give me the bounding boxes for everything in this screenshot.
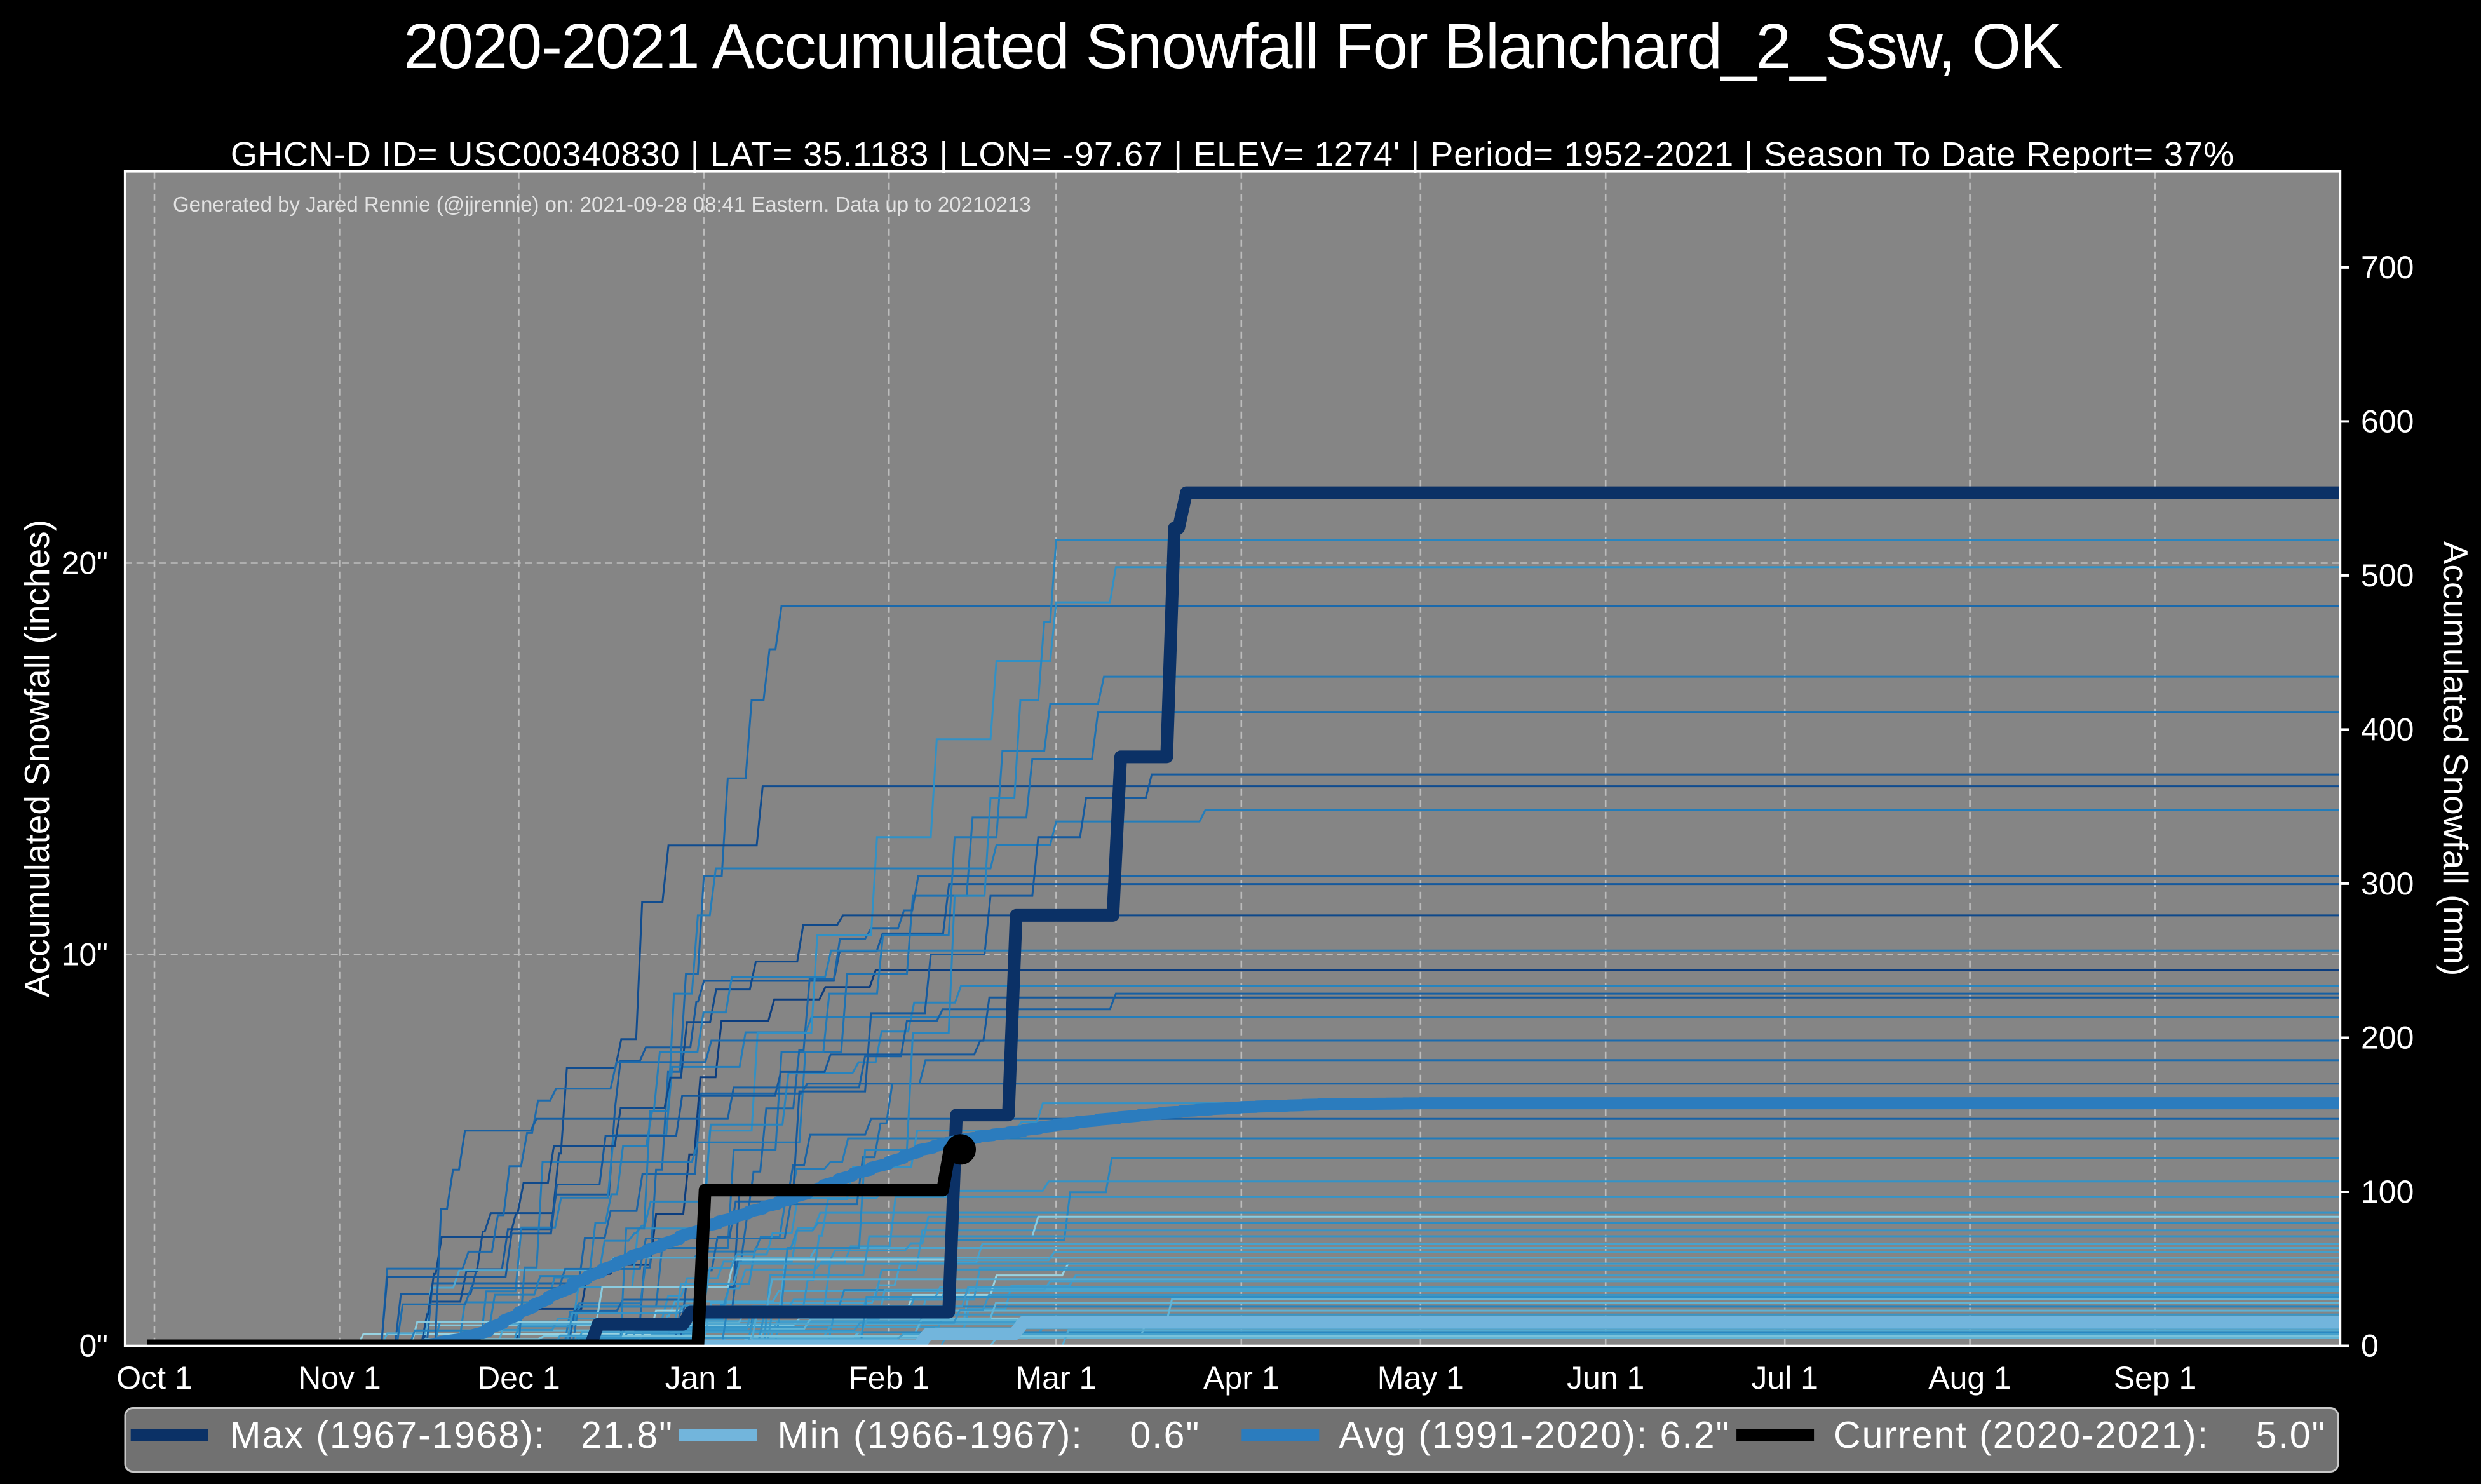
svg-text:Dec 1: Dec 1	[477, 1360, 560, 1396]
svg-text:Feb 1: Feb 1	[848, 1360, 930, 1396]
svg-text:300: 300	[2361, 866, 2414, 901]
svg-text:400: 400	[2361, 712, 2414, 747]
svg-text:Sep 1: Sep 1	[2114, 1360, 2197, 1396]
svg-text:Nov 1: Nov 1	[298, 1360, 381, 1396]
svg-text:0": 0"	[79, 1328, 108, 1364]
svg-text:Mar 1: Mar 1	[1015, 1360, 1097, 1396]
svg-text:0: 0	[2361, 1328, 2379, 1364]
svg-text:Jan 1: Jan 1	[665, 1360, 743, 1396]
svg-text:Current (2020-2021): 5.0": Current (2020-2021): 5.0"	[1834, 1414, 2327, 1456]
svg-text:2020-2021 Accumulated Snowfall: 2020-2021 Accumulated Snowfall For Blanc…	[403, 11, 2062, 82]
svg-text:Accumulated Snowfall (inches): Accumulated Snowfall (inches)	[17, 520, 57, 997]
svg-text:200: 200	[2361, 1020, 2414, 1056]
svg-text:Apr 1: Apr 1	[1203, 1360, 1280, 1396]
svg-text:Aug 1: Aug 1	[1928, 1360, 2011, 1396]
svg-text:10": 10"	[62, 937, 108, 973]
svg-text:Oct 1: Oct 1	[116, 1360, 192, 1396]
svg-text:700: 700	[2361, 250, 2414, 285]
svg-text:Min (1966-1967): 0.6": Min (1966-1967): 0.6"	[778, 1414, 1201, 1456]
svg-text:500: 500	[2361, 558, 2414, 593]
svg-text:20": 20"	[62, 546, 108, 581]
svg-text:Generated by Jared Rennie (@jj: Generated by Jared Rennie (@jjrennie) on…	[173, 192, 1031, 216]
svg-text:Accumulated Snowfall (mm): Accumulated Snowfall (mm)	[2436, 541, 2475, 976]
svg-text:Avg (1991-2020): 6.2": Avg (1991-2020): 6.2"	[1339, 1414, 1730, 1456]
svg-text:May 1: May 1	[1377, 1360, 1464, 1396]
svg-text:100: 100	[2361, 1174, 2414, 1210]
svg-text:Jul 1: Jul 1	[1751, 1360, 1818, 1396]
svg-text:GHCN-D ID= USC00340830 | LAT=: GHCN-D ID= USC00340830 | LAT= 35.1183 | …	[231, 135, 2234, 173]
svg-text:Max (1967-1968): 21.8": Max (1967-1968): 21.8"	[229, 1414, 673, 1456]
svg-text:Jun 1: Jun 1	[1567, 1360, 1644, 1396]
svg-text:600: 600	[2361, 403, 2414, 439]
